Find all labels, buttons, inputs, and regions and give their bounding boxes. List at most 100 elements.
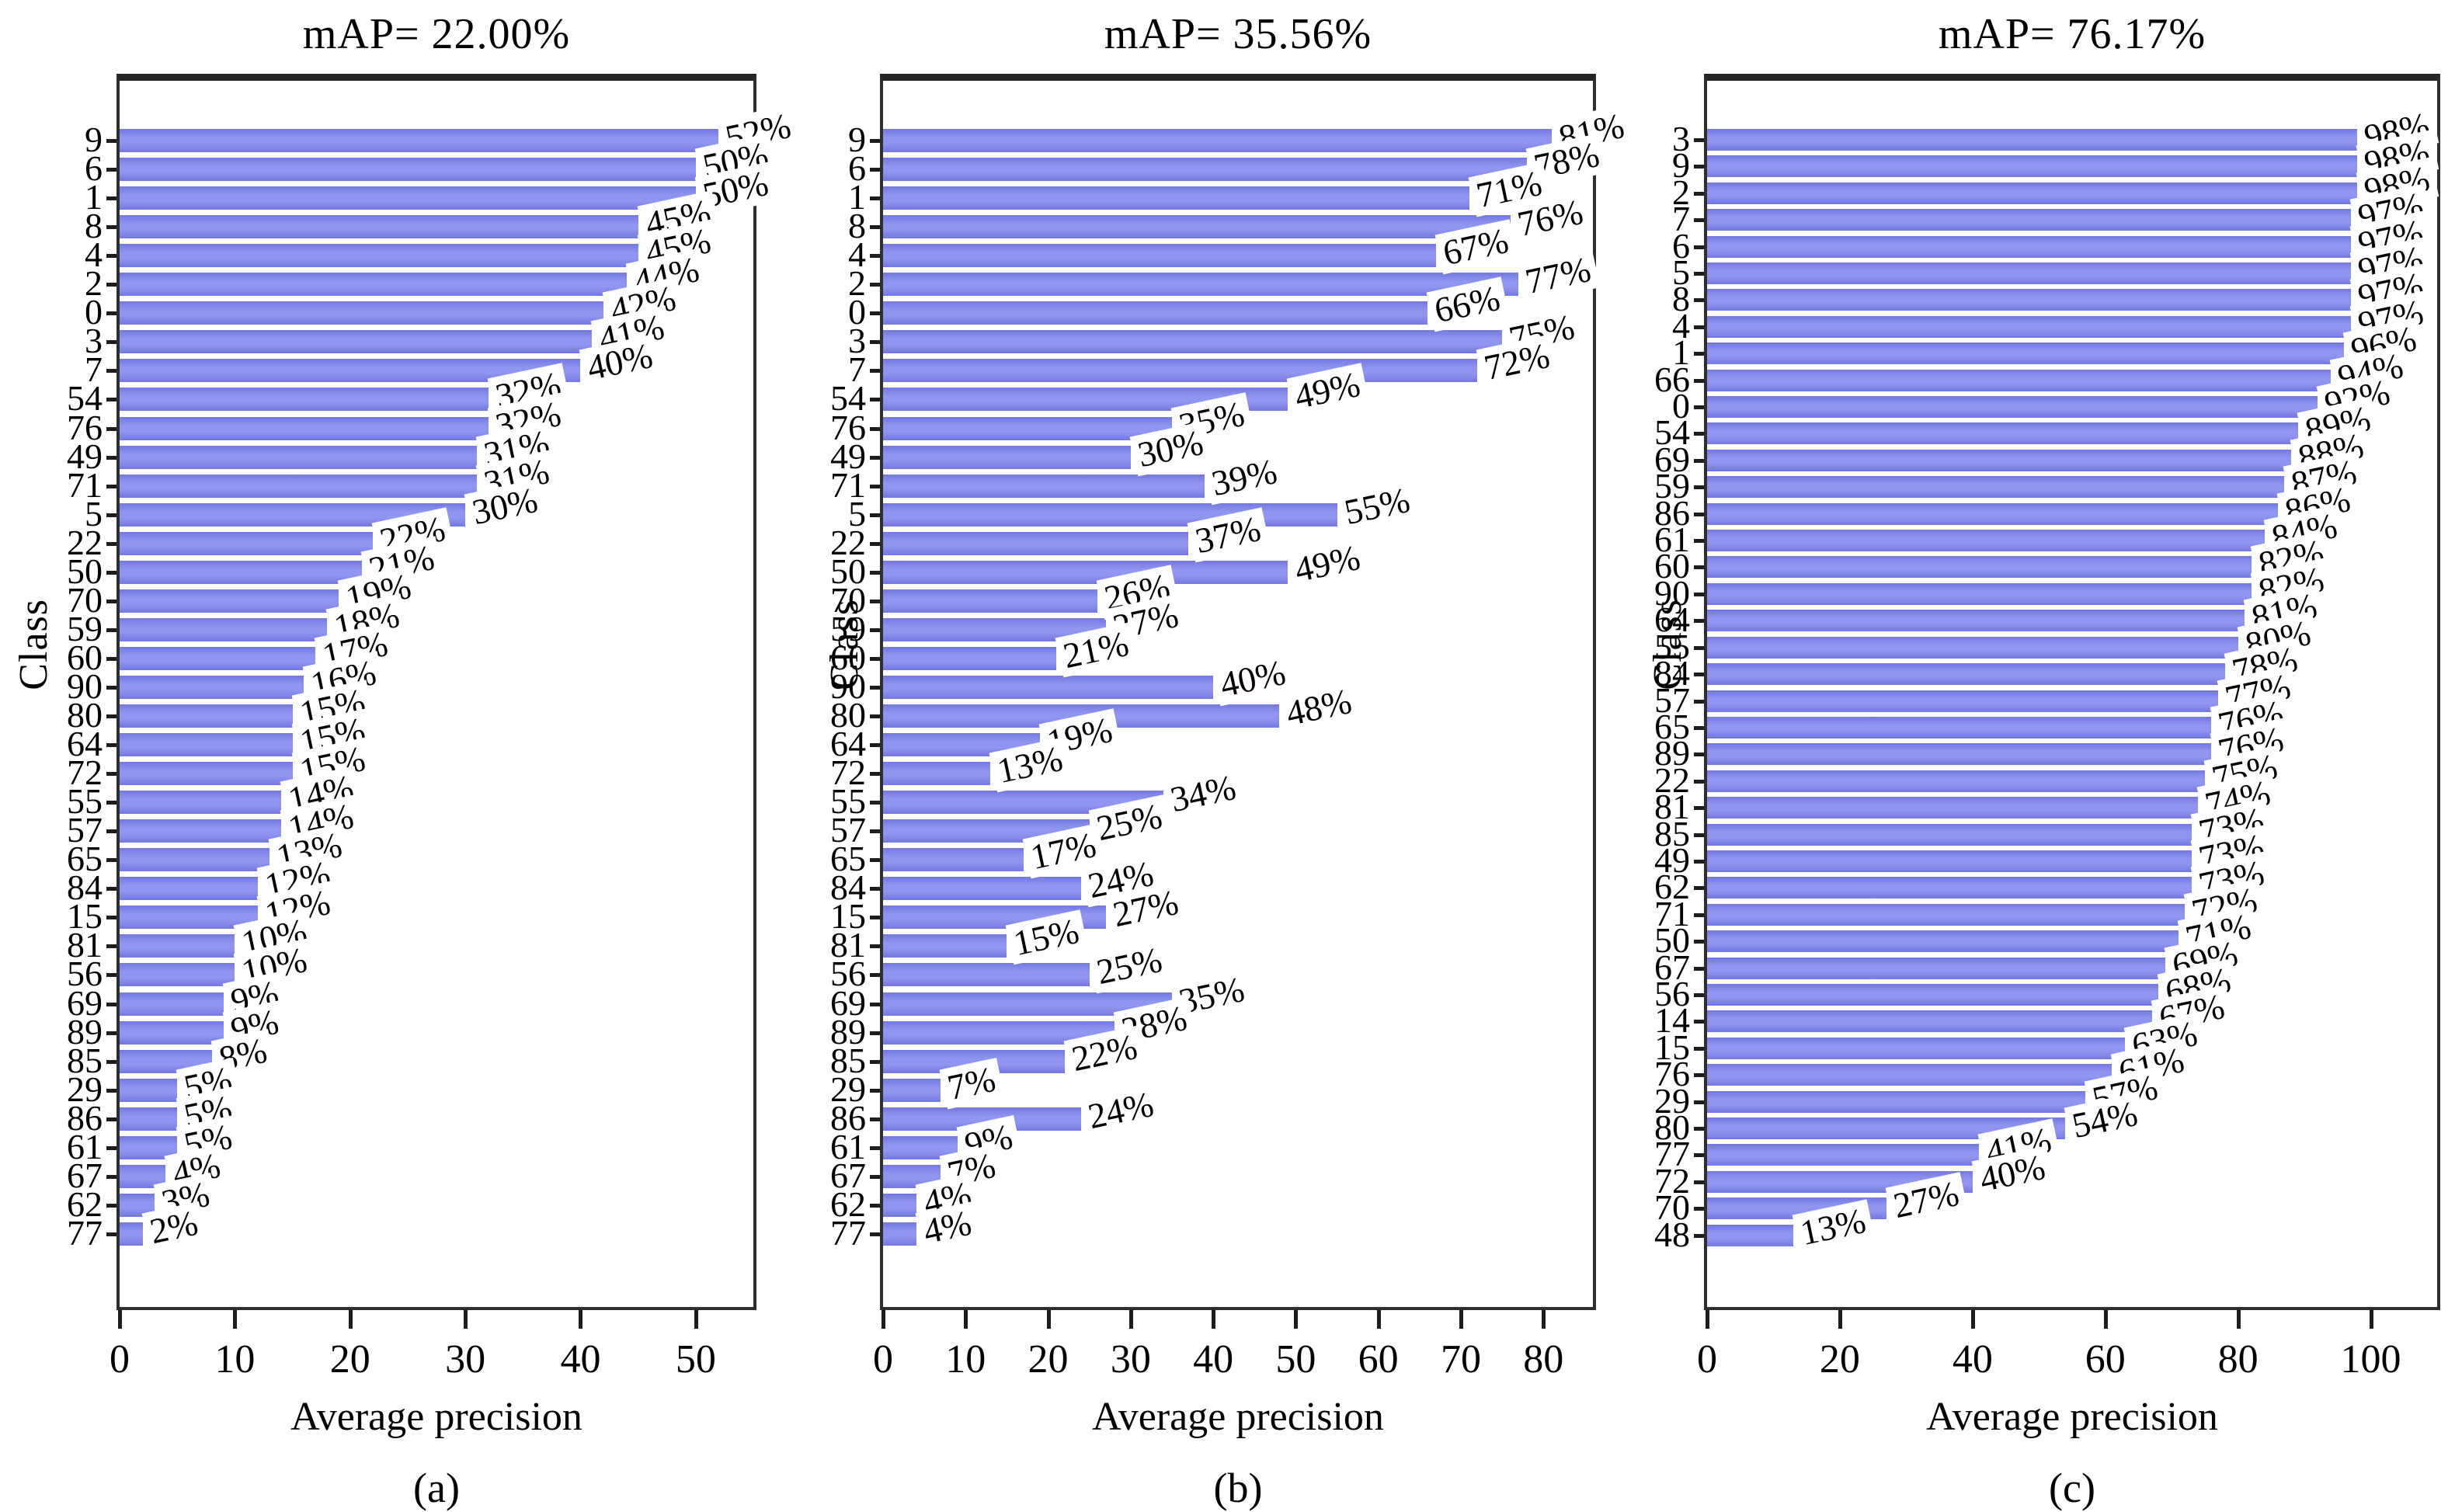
y-tick	[1694, 859, 1704, 864]
bar	[1707, 502, 2278, 525]
bar	[1707, 582, 2252, 605]
y-tick-label: 49	[67, 436, 103, 476]
y-tick-label: 54	[67, 378, 103, 419]
y-tick-label: 64	[830, 724, 866, 764]
bar	[120, 848, 269, 872]
x-tick	[1376, 1310, 1381, 1329]
bar	[120, 186, 696, 210]
y-tick	[1694, 592, 1704, 596]
y-tick-label: 81	[830, 925, 866, 965]
y-tick	[1694, 966, 1704, 971]
y-tick	[106, 685, 116, 690]
bar	[883, 416, 1172, 440]
bar	[120, 560, 362, 584]
y-tick-label: 48	[1654, 1214, 1690, 1254]
y-tick-label: 84	[67, 867, 103, 908]
bar	[120, 244, 638, 268]
chart-a-x-axis-label: Average precision	[290, 1395, 582, 1439]
bar	[120, 273, 627, 297]
y-tick-label: 72	[830, 753, 866, 793]
y-tick-label: 71	[830, 464, 866, 505]
y-tick	[870, 714, 880, 719]
bar	[120, 675, 304, 699]
bar	[120, 646, 316, 670]
y-tick	[870, 283, 880, 287]
bar	[120, 1020, 224, 1044]
y-tick-label: 71	[1654, 893, 1690, 933]
y-tick	[870, 858, 880, 863]
bar	[883, 445, 1131, 469]
bar	[1707, 476, 2285, 499]
y-tick-label: 84	[830, 867, 866, 908]
y-tick	[870, 570, 880, 575]
y-tick-label: 29	[1654, 1080, 1690, 1121]
y-tick	[106, 944, 116, 949]
bar	[120, 992, 224, 1016]
y-tick	[106, 916, 116, 920]
x-tick-label: 100	[2340, 1337, 2401, 1382]
y-tick-label: 5	[848, 493, 866, 534]
chart-b-caption: (b)	[1213, 1465, 1263, 1511]
y-tick	[106, 254, 116, 259]
x-tick	[694, 1310, 698, 1329]
y-tick-label: 49	[1654, 839, 1690, 880]
chart-a-title: mAP= 22.00%	[302, 10, 571, 58]
y-tick-label: 69	[1654, 439, 1690, 479]
y-tick	[1694, 1100, 1704, 1104]
y-tick	[1694, 992, 1704, 997]
y-tick-label: 67	[1654, 947, 1690, 987]
y-tick	[870, 656, 880, 661]
x-tick	[1970, 1310, 1975, 1329]
y-tick-label: 56	[830, 954, 866, 994]
y-tick-label: 9	[848, 120, 866, 159]
y-tick	[870, 973, 880, 978]
y-tick	[1694, 432, 1704, 436]
y-tick	[1694, 378, 1704, 383]
x-tick	[964, 1310, 968, 1329]
y-tick	[106, 455, 116, 460]
y-tick	[1694, 1126, 1704, 1131]
y-tick-label: 59	[1654, 466, 1690, 506]
bar	[120, 416, 489, 440]
y-tick	[106, 1002, 116, 1006]
y-tick-label: 9	[85, 120, 103, 159]
y-tick	[106, 570, 116, 575]
x-tick-label: 20	[1819, 1337, 1860, 1382]
y-tick	[1694, 1180, 1704, 1184]
y-tick	[106, 398, 116, 402]
y-tick	[106, 513, 116, 517]
y-tick	[1694, 806, 1704, 811]
y-tick	[1694, 405, 1704, 410]
chart-b: mAP= 35.56% Class Average precision (b) …	[819, 0, 1637, 1511]
x-tick-label: 60	[1358, 1337, 1399, 1382]
x-tick	[2369, 1310, 2373, 1329]
bar	[1707, 289, 2351, 311]
y-tick-label: 86	[1654, 492, 1690, 533]
bar	[120, 819, 281, 843]
bar	[1707, 610, 2245, 632]
y-tick-label: 61	[67, 1126, 103, 1166]
y-tick	[870, 1232, 880, 1236]
y-tick-label: 77	[1654, 1134, 1690, 1174]
y-tick-label: 77	[67, 1212, 103, 1253]
x-tick-label: 20	[329, 1337, 370, 1382]
y-tick-label: 90	[1654, 572, 1690, 613]
y-tick	[106, 196, 116, 201]
chart-c-caption: (c)	[2049, 1465, 2095, 1511]
bar	[1707, 1224, 1794, 1246]
bar	[1707, 155, 2358, 178]
y-tick	[870, 1088, 880, 1093]
y-tick-label: 3	[848, 321, 866, 361]
bar	[1707, 716, 2212, 739]
bar	[120, 934, 235, 958]
y-tick-label: 5	[85, 493, 103, 534]
bar	[883, 330, 1503, 354]
bar	[1707, 396, 2318, 419]
x-tick-label: 10	[945, 1337, 986, 1382]
bar	[1707, 663, 2225, 686]
y-tick	[870, 455, 880, 460]
y-tick-label: 6	[848, 148, 866, 189]
y-tick	[870, 513, 880, 517]
x-tick-label: 30	[1110, 1337, 1151, 1382]
y-tick-label: 50	[1654, 920, 1690, 961]
